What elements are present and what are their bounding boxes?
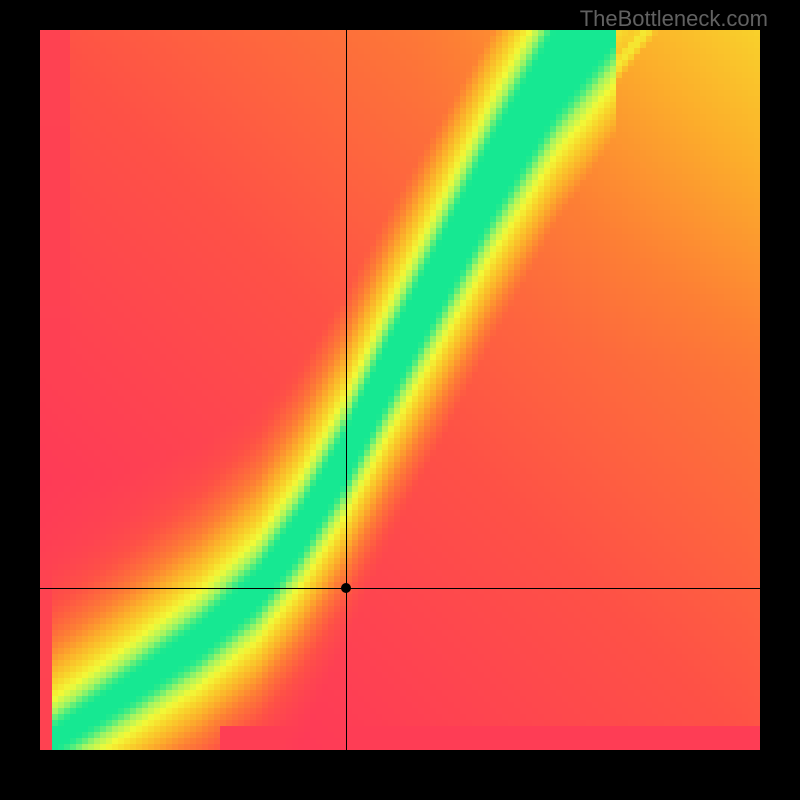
chart-container: TheBottleneck.com bbox=[0, 0, 800, 800]
crosshair-vertical bbox=[346, 30, 347, 750]
heatmap-canvas bbox=[40, 30, 760, 750]
crosshair-horizontal bbox=[40, 588, 760, 589]
watermark-text: TheBottleneck.com bbox=[580, 6, 768, 32]
plot-area bbox=[40, 30, 760, 750]
crosshair-marker bbox=[341, 583, 351, 593]
